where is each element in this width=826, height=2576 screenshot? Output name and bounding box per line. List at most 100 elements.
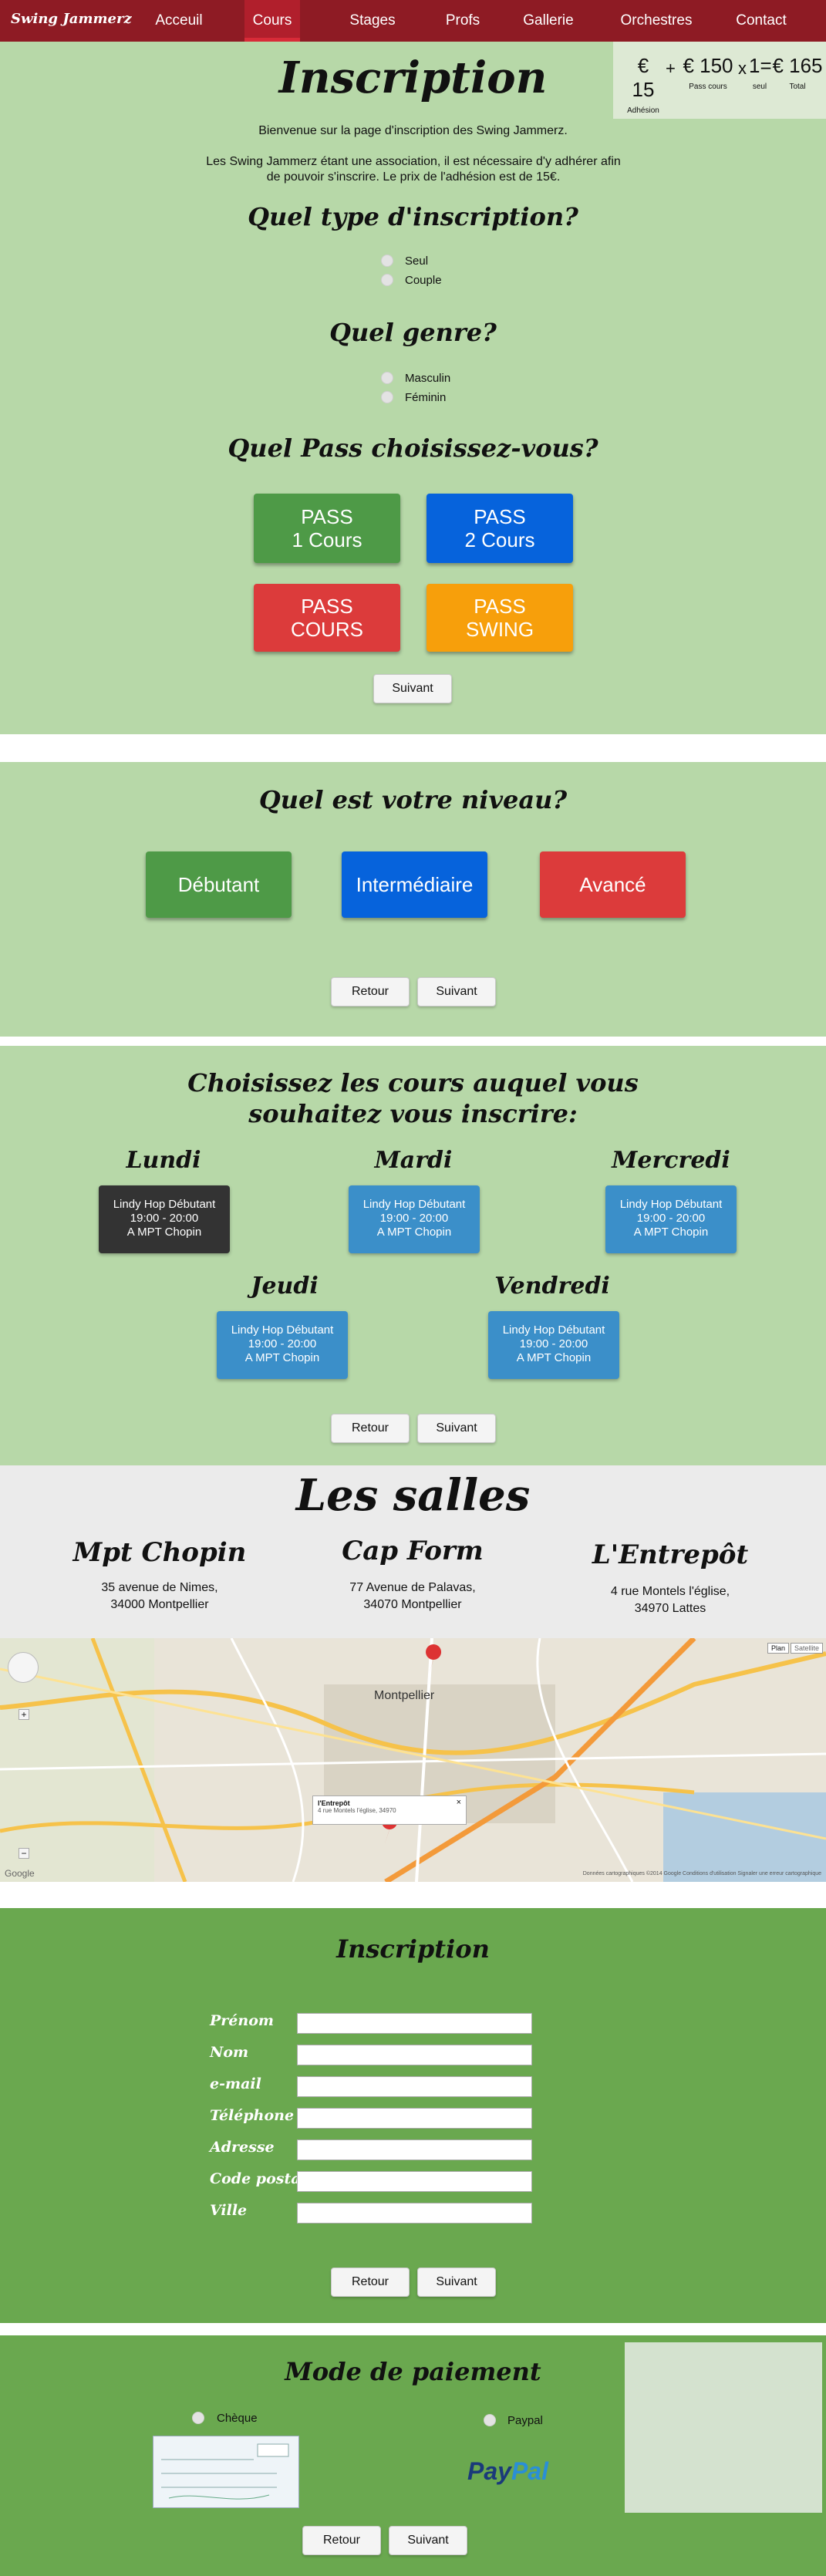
courses-title-line1: Choisissez les cours auquel vous [187,1068,639,1097]
courses-section [0,1046,826,1465]
salles-section [0,1465,826,1638]
nav-item-cours[interactable]: Cours [244,0,300,42]
back-button-4[interactable]: Retour [331,2267,410,2297]
course-card-vendredi[interactable]: Lindy Hop Débutant 19:00 - 20:00 A MPT C… [488,1311,619,1379]
course-name: Lindy Hop Débutant [362,1198,466,1211]
map-type-satellite[interactable]: Satellite [791,1643,824,1654]
paypal-logo-pay: Pay [467,2457,511,2485]
radio-label-seul: Seul [405,255,429,268]
day-mercredi: Mercredi [612,1147,730,1174]
nav-item-stages[interactable]: Stages [349,12,396,29]
address-line: 4 rue Montels l'église, [610,1585,730,1598]
nav-item-acceuil[interactable]: Acceuil [155,12,203,29]
map-pan-control[interactable] [8,1652,39,1683]
next-button-3[interactable]: Suivant [417,1414,496,1443]
price-multiplier: 1= seul [749,54,772,91]
pass-swing-button[interactable]: PASS SWING [426,584,573,652]
venue-title-chopin: Mpt Chopin [72,1537,247,1568]
course-time: 19:00 - 20:00 [130,1212,199,1225]
radio-feminin[interactable] [381,391,393,403]
google-map[interactable]: Montpellier + − Plan Satellite l'Entrepô… [0,1638,826,1882]
pass-2-cours-button[interactable]: PASS 2 Cours [426,494,573,563]
cheque-illustration [161,2443,289,2500]
course-card-mercredi[interactable]: Lindy Hop Débutant 19:00 - 20:00 A MPT C… [605,1185,737,1253]
pass-cours-button[interactable]: PASS COURS [254,584,400,652]
radio-couple[interactable] [381,274,393,286]
nom-field[interactable] [297,2045,532,2065]
adresse-field[interactable] [297,2139,532,2160]
paypal-logo: PayPal [467,2457,548,2486]
brand-logo[interactable]: Swing Jammerz [11,11,132,27]
price-summary: € 15 Adhésion + € 150 Pass cours x 1= se… [613,42,826,119]
course-time: 19:00 - 20:00 [248,1337,317,1350]
day-lundi: Lundi [126,1147,201,1174]
next-button-2[interactable]: Suivant [417,977,496,1006]
label-nom: Nom [210,2044,249,2061]
back-button-3[interactable]: Retour [331,1414,410,1443]
adhesion-label: Adhésion [627,106,659,115]
radio-label-masculin: Masculin [405,372,451,385]
venue-title-capform: Cap Form [342,1536,484,1566]
course-card-jeudi[interactable]: Lindy Hop Débutant 19:00 - 20:00 A MPT C… [217,1311,348,1379]
radio-masculin[interactable] [381,372,393,384]
label-telephone: Téléphone [210,2107,295,2124]
course-place: A MPT Chopin [244,1351,320,1364]
back-button-2[interactable]: Retour [331,977,410,1006]
map-zoom-in[interactable]: + [19,1709,29,1720]
address-line: 34970 Lattes [634,1602,706,1615]
popup-title: l'Entrepôt [318,1799,350,1807]
course-name: Lindy Hop Débutant [231,1323,334,1337]
day-vendredi: Vendredi [494,1273,610,1300]
payment-title: Mode de paiement [285,2357,541,2386]
address-line: 77 Avenue de Palavas, [349,1581,476,1594]
course-place: A MPT Chopin [126,1226,202,1239]
next-button-1[interactable]: Suivant [373,674,452,703]
pass-1-cours-button[interactable]: PASS 1 Cours [254,494,400,563]
level-intermediaire-button[interactable]: Intermédiaire [342,851,487,918]
address-line: 34070 Montpellier [363,1598,462,1611]
course-place: A MPT Chopin [376,1226,452,1239]
venue-address-entrepot: 4 rue Montels l'église, 34970 Lattes [555,1583,786,1617]
ville-field[interactable] [297,2203,532,2224]
radio-label-paypal: Paypal [507,2414,543,2427]
next-button-4[interactable]: Suivant [417,2267,496,2297]
radio-seul[interactable] [381,255,393,267]
nav-item-contact[interactable]: Contact [736,12,787,29]
label-adresse: Adresse [210,2139,275,2156]
back-button-5[interactable]: Retour [302,2526,381,2555]
nav-item-gallerie[interactable]: Gallerie [523,12,574,29]
prenom-field[interactable] [297,2013,532,2034]
level-debutant-button[interactable]: Débutant [146,851,292,918]
map-type-plan[interactable]: Plan [767,1643,790,1654]
course-card-mardi[interactable]: Lindy Hop Débutant 19:00 - 20:00 A MPT C… [349,1185,480,1253]
nav-item-orchestres[interactable]: Orchestres [620,12,693,29]
welcome-text: Bienvenue sur la page d'inscription des … [258,124,568,137]
next-button-5[interactable]: Suivant [389,2526,467,2555]
course-time: 19:00 - 20:00 [636,1212,706,1225]
total-value: € 165 [772,54,823,77]
label-email: e-mail [210,2075,261,2092]
map-zoom-out[interactable]: − [19,1848,29,1859]
map-footer: Données cartographiques ©2014 Google Con… [582,1871,821,1876]
venue-address-chopin: 35 avenue de Nimes, 34000 Montpellier [44,1580,275,1613]
day-mardi: Mardi [374,1147,453,1174]
telephone-field[interactable] [297,2108,532,2129]
close-icon[interactable]: × [456,1798,461,1807]
cheque-image [153,2436,299,2508]
radio-paypal[interactable] [484,2414,496,2426]
radio-cheque[interactable] [192,2412,204,2424]
venue-title-entrepot: L'Entrepôt [592,1539,749,1570]
type-question-title: Quel type d'inscription? [248,202,578,231]
level-avance-button[interactable]: Avancé [540,851,686,918]
plus-sign: + [666,59,676,78]
price-adhesion: € 15 Adhésion [624,54,662,115]
times-sign: x [738,59,747,78]
level-title: Quel est votre niveau? [258,785,568,814]
nav-item-profs[interactable]: Profs [445,12,480,29]
course-name: Lindy Hop Débutant [502,1323,605,1337]
email-field[interactable] [297,2076,532,2097]
top-navbar: Swing Jammerz Acceuil Cours Stages Profs… [0,0,826,42]
code-postal-field[interactable] [297,2171,532,2192]
pass-label: Pass cours [689,83,727,91]
course-card-lundi[interactable]: Lindy Hop Débutant 19:00 - 20:00 A MPT C… [99,1185,230,1253]
